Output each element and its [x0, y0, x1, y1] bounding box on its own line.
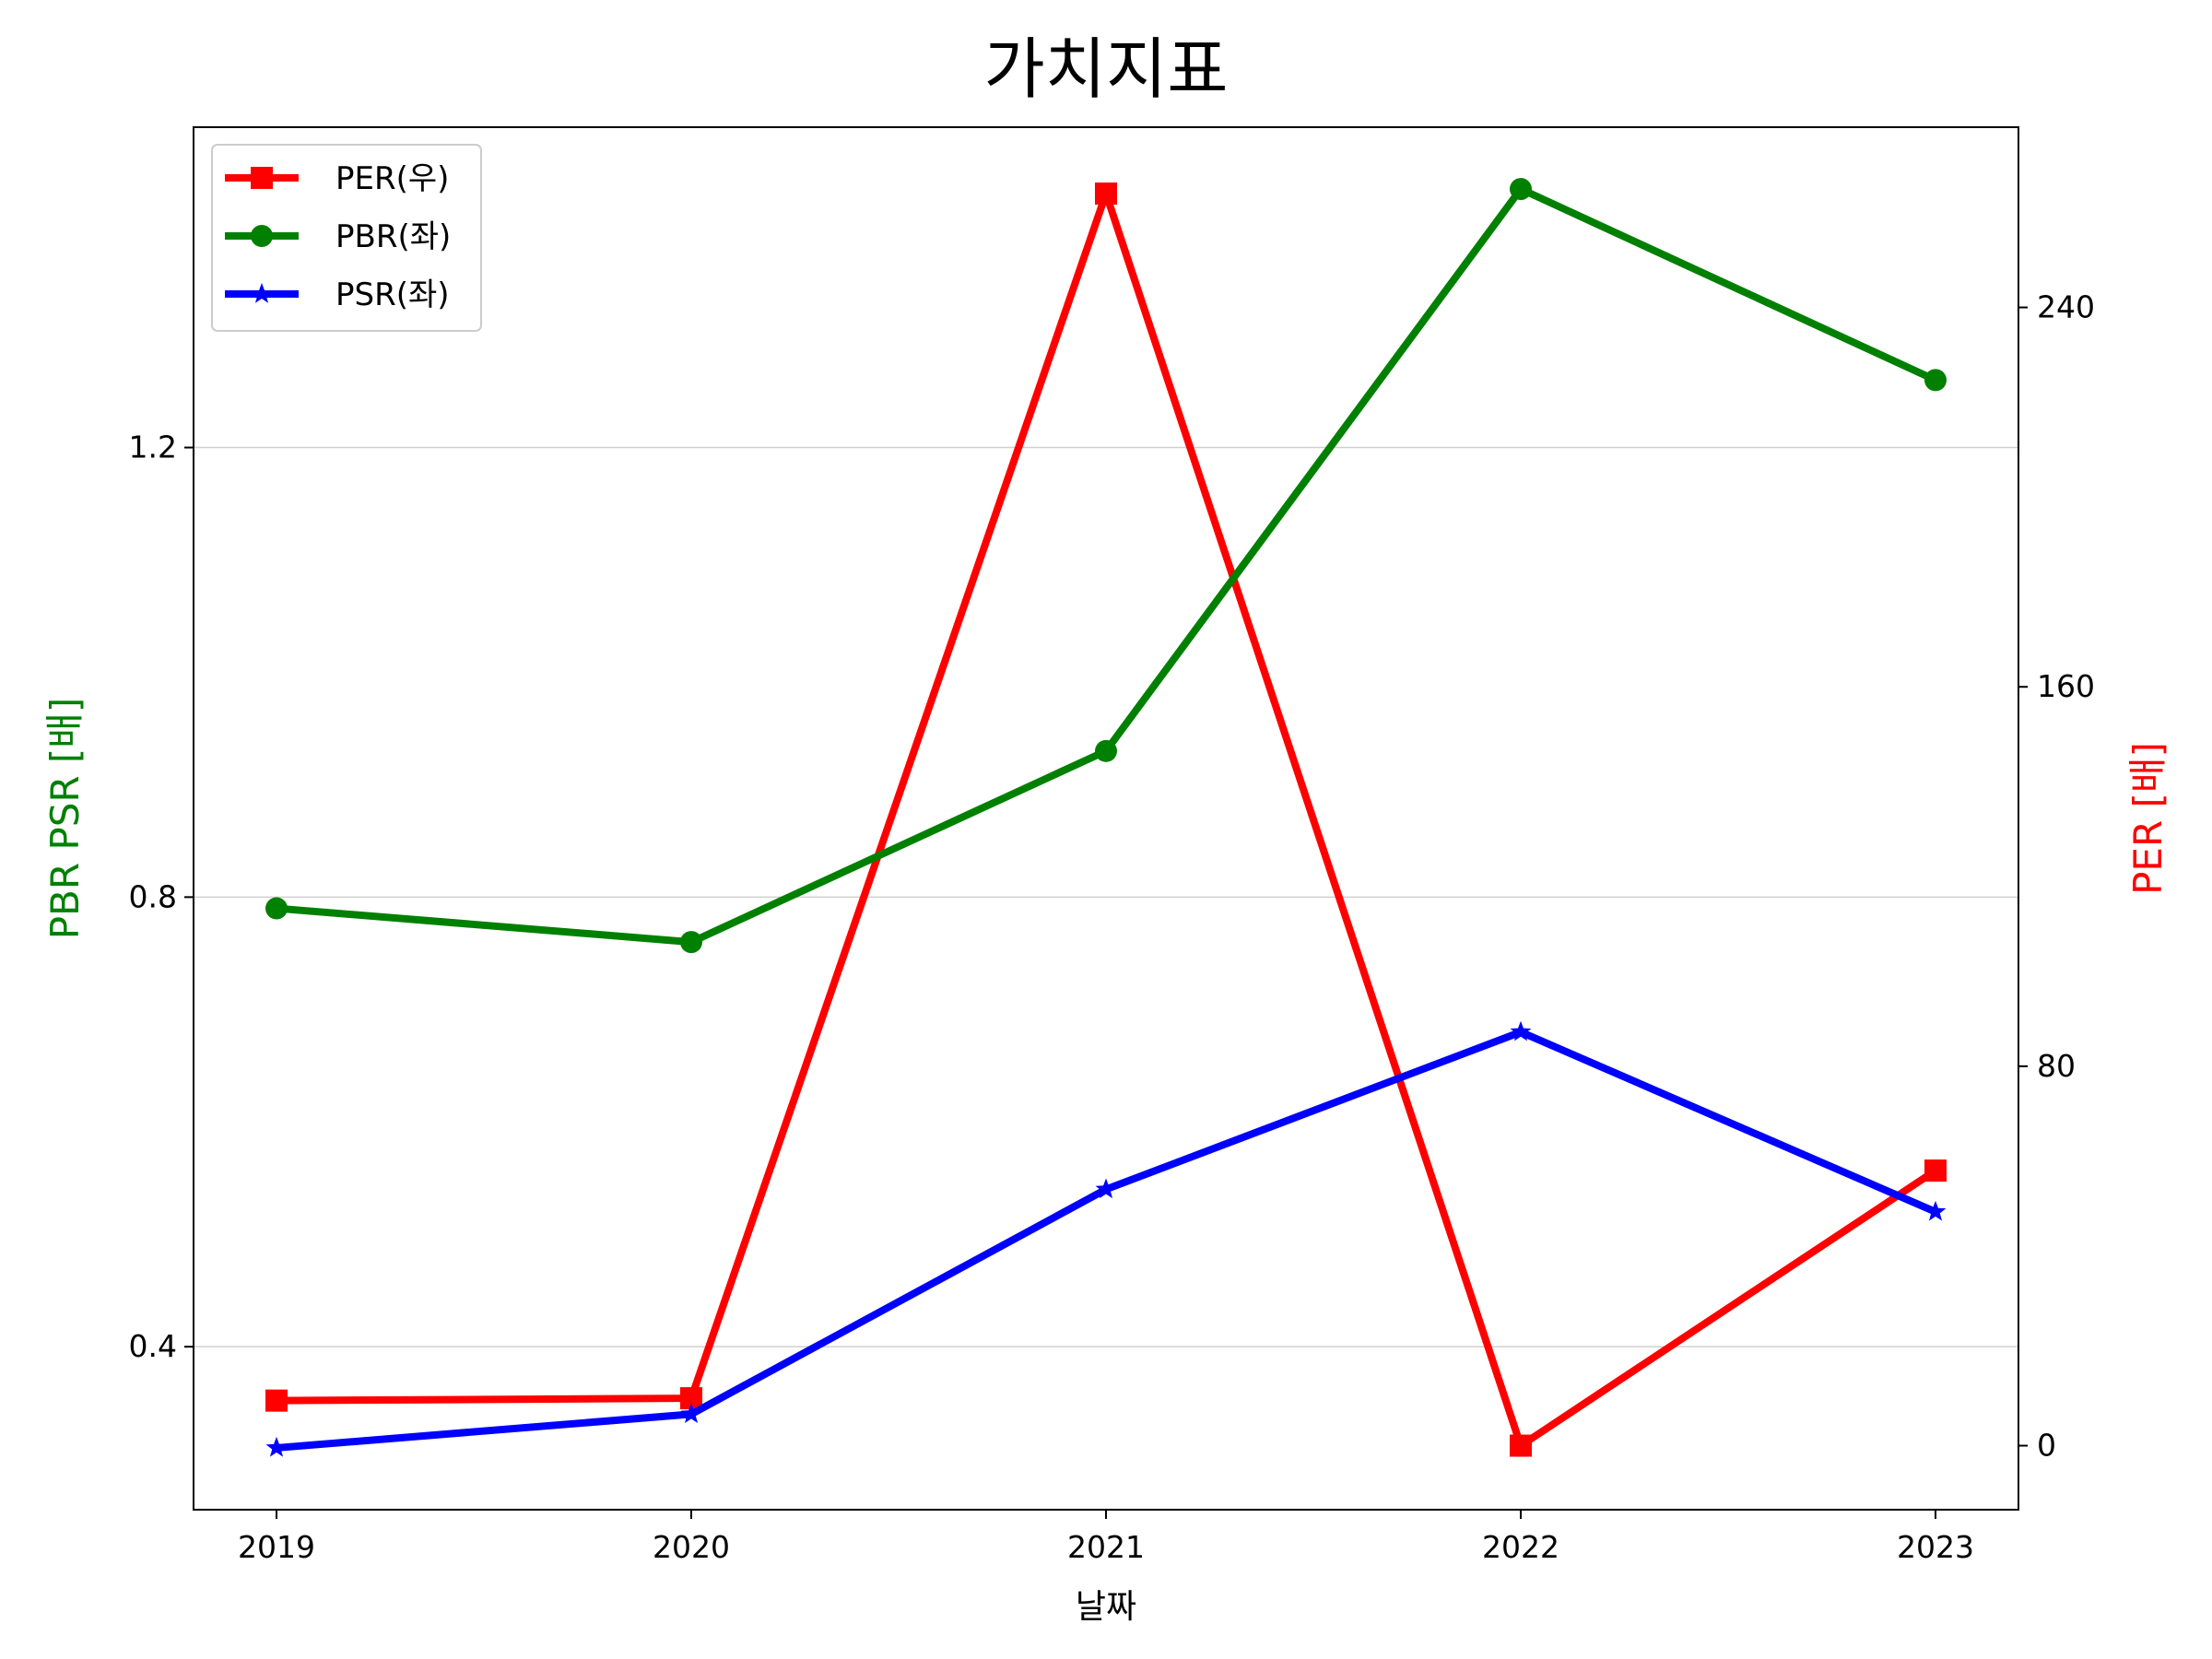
- legend-marker: [251, 225, 273, 247]
- data-point: [1095, 182, 1117, 206]
- legend-item: PER(우): [225, 160, 449, 197]
- left-y-tick-label: 0.4: [129, 1328, 177, 1364]
- x-axis-label: 날짜: [1076, 1588, 1136, 1626]
- legend-label: PBR(좌): [335, 218, 451, 255]
- data-point: [1510, 1434, 1532, 1457]
- x-tick-label: 2021: [1067, 1529, 1145, 1565]
- series-circle: [265, 178, 1947, 954]
- legend-item: PSR(좌): [225, 276, 450, 313]
- grid-lines: [194, 446, 2018, 1347]
- x-tick-label: 2020: [653, 1529, 730, 1565]
- series-star: [265, 1020, 1947, 1457]
- right-y-tick-label: 80: [2037, 1048, 2076, 1084]
- chart-title: 가치지표: [984, 30, 1229, 108]
- data-point: [1095, 739, 1117, 762]
- right-y-axis: 0 80 160 240: [2018, 289, 2095, 1464]
- data-point: [1924, 1159, 1947, 1182]
- left-y-axis: 0.4 0.8 1.2: [129, 429, 194, 1364]
- legend-item: PBR(좌): [225, 218, 451, 255]
- right-y-tick-label: 160: [2037, 668, 2095, 704]
- x-tick-label: 2019: [238, 1529, 315, 1565]
- x-tick-label: 2023: [1897, 1529, 1974, 1565]
- left-y-axis-label: PBR PSR [배]: [42, 698, 88, 940]
- data-point: [1924, 369, 1947, 392]
- data-point: [265, 1436, 288, 1457]
- data-point: [680, 1403, 702, 1424]
- x-axis: 2019 2020 2021 2022 2023: [238, 1510, 1974, 1565]
- left-y-tick-label: 0.8: [129, 878, 177, 914]
- left-y-tick-label: 1.2: [129, 429, 177, 465]
- legend: PER(우) PBR(좌) PSR(좌): [211, 144, 482, 332]
- legend-label: PER(우): [335, 160, 449, 197]
- legend-label: PSR(좌): [335, 276, 450, 313]
- x-tick-label: 2022: [1482, 1529, 1559, 1565]
- right-y-tick-label: 240: [2037, 289, 2095, 325]
- data-point: [1510, 178, 1532, 201]
- legend-marker: [251, 283, 273, 303]
- right-y-axis-label: PER [배]: [2125, 742, 2171, 895]
- data-point: [1510, 1020, 1532, 1041]
- data-point: [265, 897, 288, 920]
- series-square: [265, 182, 1947, 1457]
- data-point: [680, 931, 702, 954]
- data-point: [1095, 1178, 1117, 1199]
- data-point: [265, 1389, 288, 1412]
- legend-frame: [211, 144, 482, 332]
- legend-marker: [251, 167, 273, 189]
- data-point: [1924, 1200, 1947, 1221]
- right-y-tick-label: 0: [2037, 1428, 2056, 1464]
- series-layer: [265, 178, 1947, 1457]
